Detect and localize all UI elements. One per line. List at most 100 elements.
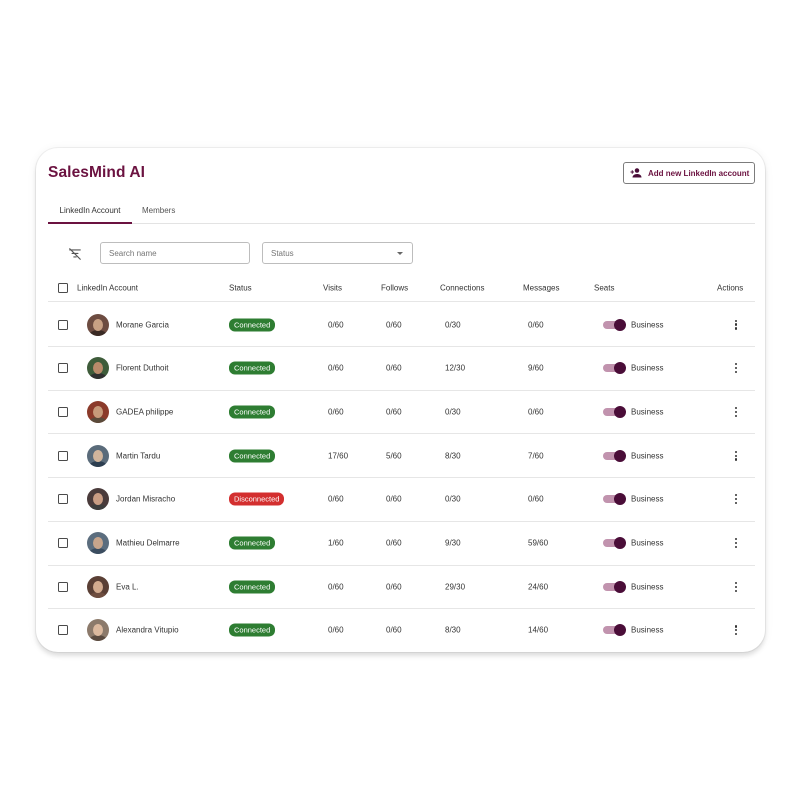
table-row: Alexandra Vitupio Connected 0/60 0/60 8/…: [48, 609, 755, 652]
row-checkbox[interactable]: [58, 581, 68, 592]
connections-value: 8/30: [445, 625, 461, 635]
table-header: LinkedIn Account Status Visits Follows C…: [48, 275, 755, 302]
status-select[interactable]: Status: [262, 242, 413, 264]
account-name: Mathieu Delmarre: [116, 538, 180, 548]
search-input[interactable]: [100, 242, 250, 264]
messages-value: 14/60: [528, 625, 549, 635]
tab-bar: LinkedIn Account Members: [48, 200, 755, 224]
tab-members[interactable]: Members: [142, 206, 176, 215]
row-checkbox[interactable]: [58, 494, 68, 505]
clear-filter-icon[interactable]: [68, 247, 82, 261]
table-row: Martin Tardu Connected 17/60 5/60 8/30 7…: [48, 434, 755, 479]
messages-value: 9/60: [528, 363, 544, 373]
status-cell: Connected: [229, 623, 276, 637]
row-checkbox[interactable]: [58, 319, 68, 330]
follows-value: 0/60: [386, 625, 402, 635]
account-name: GADEA philippe: [116, 407, 174, 417]
column-header-status: Status: [229, 283, 252, 293]
status-cell: Connected: [229, 536, 276, 550]
account-name: Jordan Misracho: [116, 494, 176, 504]
visits-value: 0/60: [328, 320, 344, 329]
column-header-seats: Seats: [594, 283, 615, 293]
caret-down-icon: [397, 252, 403, 255]
follows-value: 5/60: [386, 451, 402, 461]
follows-value: 0/60: [386, 538, 402, 548]
more-actions-icon[interactable]: [731, 493, 741, 505]
avatar: [87, 532, 109, 554]
follows-value: 0/60: [386, 407, 402, 417]
app-brand: SalesMind AI: [48, 164, 146, 181]
messages-value: 59/60: [528, 538, 549, 548]
seat-toggle[interactable]: [603, 537, 626, 549]
row-checkbox[interactable]: [58, 538, 68, 548]
account-name: Eva L.: [116, 582, 139, 592]
select-all-checkbox[interactable]: [58, 283, 68, 293]
add-linkedin-account-button[interactable]: Add new LinkedIn account: [623, 162, 755, 184]
row-checkbox[interactable]: [58, 406, 68, 417]
seat-toggle[interactable]: [603, 449, 626, 462]
row-checkbox[interactable]: [58, 625, 68, 636]
seat-label: Business: [631, 494, 664, 504]
account-name: Florent Duthoit: [116, 363, 169, 373]
seat-toggle[interactable]: [603, 318, 626, 331]
status-badge: Connected: [229, 318, 276, 331]
messages-value: 0/60: [528, 320, 544, 329]
account-name: Martin Tardu: [116, 451, 161, 461]
column-header-connections: Connections: [440, 283, 485, 293]
seat-toggle[interactable]: [603, 362, 626, 375]
table-row: Florent Duthoit Connected 0/60 0/60 12/3…: [48, 347, 755, 391]
avatar: [87, 400, 109, 423]
status-badge: Disconnected: [229, 492, 285, 506]
status-cell: Connected: [229, 405, 276, 419]
more-actions-icon[interactable]: [731, 406, 741, 418]
seat-label: Business: [631, 582, 664, 592]
seat-toggle[interactable]: [603, 624, 626, 637]
table-row: GADEA philippe Connected 0/60 0/60 0/30 …: [48, 390, 755, 435]
more-actions-icon[interactable]: [731, 624, 741, 636]
connections-value: 8/30: [445, 451, 461, 461]
more-actions-icon[interactable]: [731, 537, 741, 549]
row-checkbox[interactable]: [58, 450, 68, 461]
column-header-account: LinkedIn Account: [77, 283, 138, 293]
add-button-label: Add new LinkedIn account: [648, 168, 750, 178]
connections-value: 0/30: [445, 494, 461, 504]
messages-value: 24/60: [528, 582, 549, 592]
follows-value: 0/60: [386, 494, 402, 504]
more-actions-icon[interactable]: [731, 362, 741, 374]
more-actions-icon[interactable]: [731, 319, 741, 331]
more-actions-icon[interactable]: [731, 581, 741, 593]
connections-value: 29/30: [445, 582, 466, 592]
tab-linkedin-account[interactable]: LinkedIn Account: [48, 200, 132, 224]
status-cell: Connected: [229, 580, 276, 594]
follows-value: 0/60: [386, 582, 402, 592]
seat-label: Business: [631, 363, 664, 373]
account-name: Morane Garcia: [116, 320, 169, 329]
avatar: [87, 444, 109, 467]
visits-value: 0/60: [328, 582, 344, 592]
seat-label: Business: [631, 538, 664, 548]
avatar: [87, 313, 109, 336]
status-cell: Connected: [229, 449, 276, 463]
connections-value: 12/30: [445, 363, 466, 373]
seat-label: Business: [631, 407, 664, 417]
seat-toggle[interactable]: [603, 405, 626, 418]
seat-toggle[interactable]: [603, 493, 626, 506]
avatar: [87, 488, 109, 511]
person-add-icon: [630, 168, 642, 178]
status-badge: Connected: [229, 536, 276, 550]
card-content: SalesMind AI Add new LinkedIn account Li…: [48, 148, 755, 652]
status-cell: Connected: [229, 318, 276, 331]
seat-label: Business: [631, 451, 664, 461]
seat-label: Business: [631, 625, 664, 635]
account-name: Alexandra Vitupio: [116, 625, 179, 635]
seat-toggle[interactable]: [603, 580, 626, 593]
visits-value: 17/60: [328, 451, 349, 461]
row-checkbox[interactable]: [58, 363, 68, 374]
status-badge: Connected: [229, 623, 276, 637]
more-actions-icon[interactable]: [731, 450, 741, 462]
messages-value: 0/60: [528, 494, 544, 504]
visits-value: 0/60: [328, 494, 344, 504]
column-header-messages: Messages: [523, 283, 560, 293]
avatar: [87, 357, 109, 380]
status-badge: Connected: [229, 580, 276, 594]
